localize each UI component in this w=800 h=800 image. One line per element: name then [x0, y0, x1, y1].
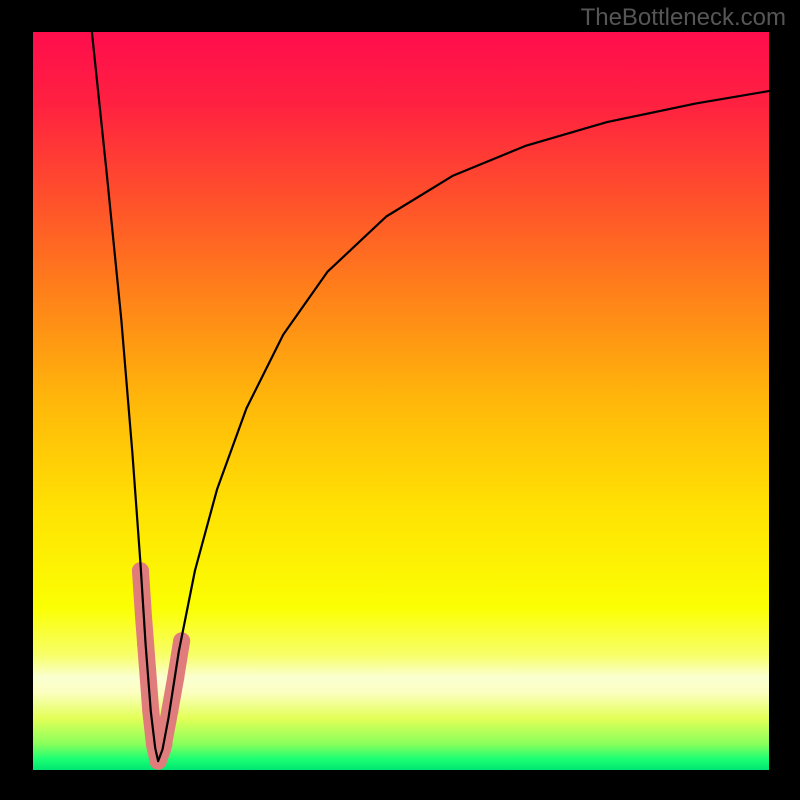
watermark-text: TheBottleneck.com	[581, 4, 786, 32]
chart-root: TheBottleneck.com	[0, 0, 800, 800]
chart-svg	[0, 0, 800, 800]
